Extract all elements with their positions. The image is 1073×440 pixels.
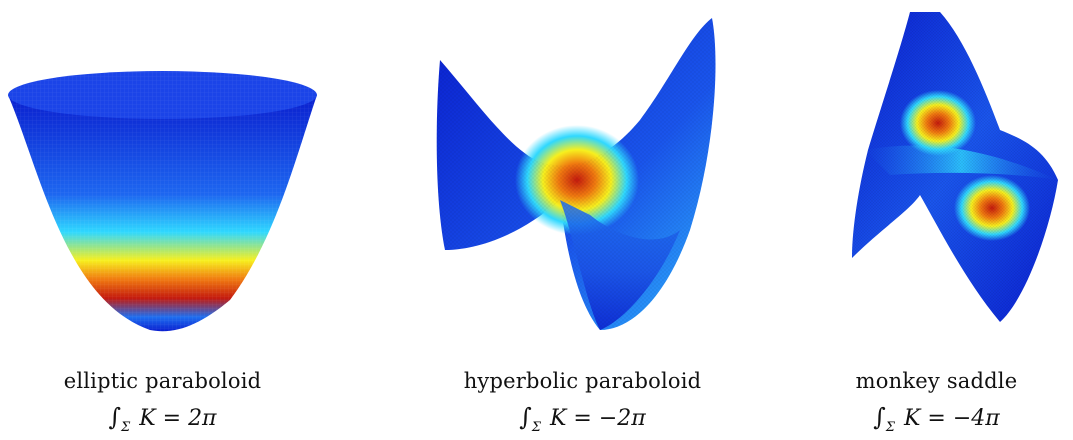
- panel-elliptic-paraboloid: elliptic paraboloid ∫Σ K = 2π: [0, 0, 325, 440]
- hyperbolic-paraboloid-formula: ∫Σ K = −2π: [519, 403, 646, 435]
- monkey-saddle-formula: ∫Σ K = −4π: [873, 403, 1000, 435]
- elliptic-paraboloid-formula: ∫Σ K = 2π: [108, 403, 217, 435]
- monkey-saddle-label: monkey saddle: [855, 369, 1018, 393]
- elliptic-paraboloid-label: elliptic paraboloid: [63, 369, 262, 393]
- monkey-saddle-surface: [852, 12, 1058, 322]
- hyperbolic-paraboloid-label: hyperbolic paraboloid: [463, 369, 702, 393]
- elliptic-paraboloid-surface: [8, 71, 317, 332]
- panel-hyperbolic-paraboloid: hyperbolic paraboloid ∫Σ K = −2π: [415, 0, 750, 440]
- panel-monkey-saddle: monkey saddle ∫Σ K = −4π: [800, 0, 1073, 440]
- hyperbolic-paraboloid-surface: [436, 18, 716, 330]
